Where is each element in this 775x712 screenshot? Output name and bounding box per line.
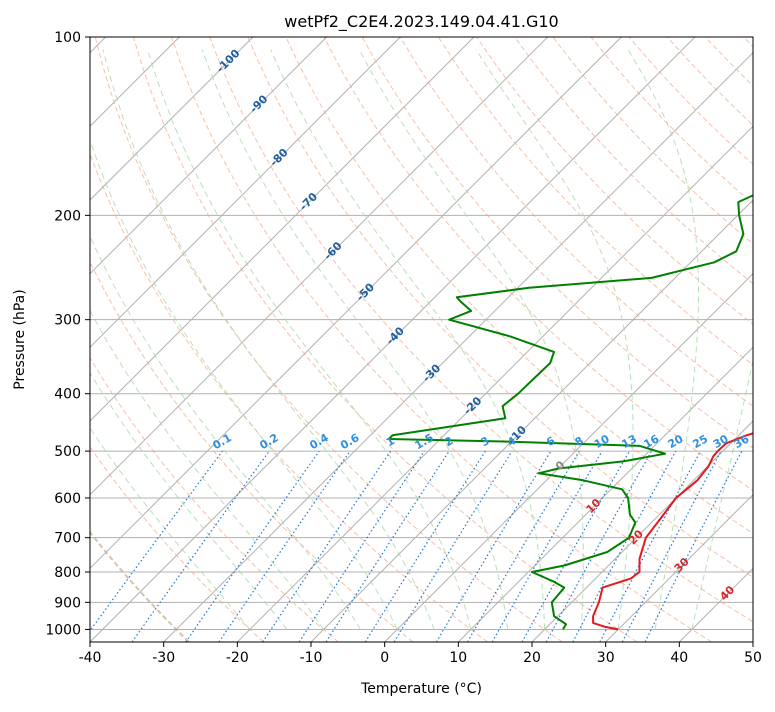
x-tick-label: -20 [226, 650, 249, 666]
y-axis-title: Pressure (hPa) [12, 289, 28, 389]
y-tick-label: 500 [54, 444, 81, 460]
x-tick-label: -30 [152, 650, 175, 666]
x-tick-label: 10 [449, 650, 467, 666]
x-tick-label: -40 [79, 650, 102, 666]
y-tick-label: 200 [54, 208, 81, 224]
y-tick-label: 400 [54, 387, 81, 403]
y-tick-label: 800 [54, 565, 81, 581]
x-tick-label: 30 [597, 650, 615, 666]
y-tick-label: 300 [54, 313, 81, 329]
x-tick-label: 40 [670, 650, 688, 666]
y-tick-label: 100 [54, 30, 81, 46]
y-tick-label: 900 [54, 595, 81, 611]
x-axis-title: Temperature (°C) [360, 681, 482, 697]
chart-title: wetPf2_C2E4.2023.149.04.41.G10 [284, 12, 558, 32]
x-tick-label: -10 [300, 650, 323, 666]
x-tick-label: 50 [744, 650, 762, 666]
y-tick-label: 600 [54, 491, 81, 507]
x-tick-label: 20 [523, 650, 541, 666]
y-tick-label: 700 [54, 531, 81, 547]
x-tick-label: 0 [380, 650, 389, 666]
y-tick-label: 1000 [45, 622, 81, 638]
